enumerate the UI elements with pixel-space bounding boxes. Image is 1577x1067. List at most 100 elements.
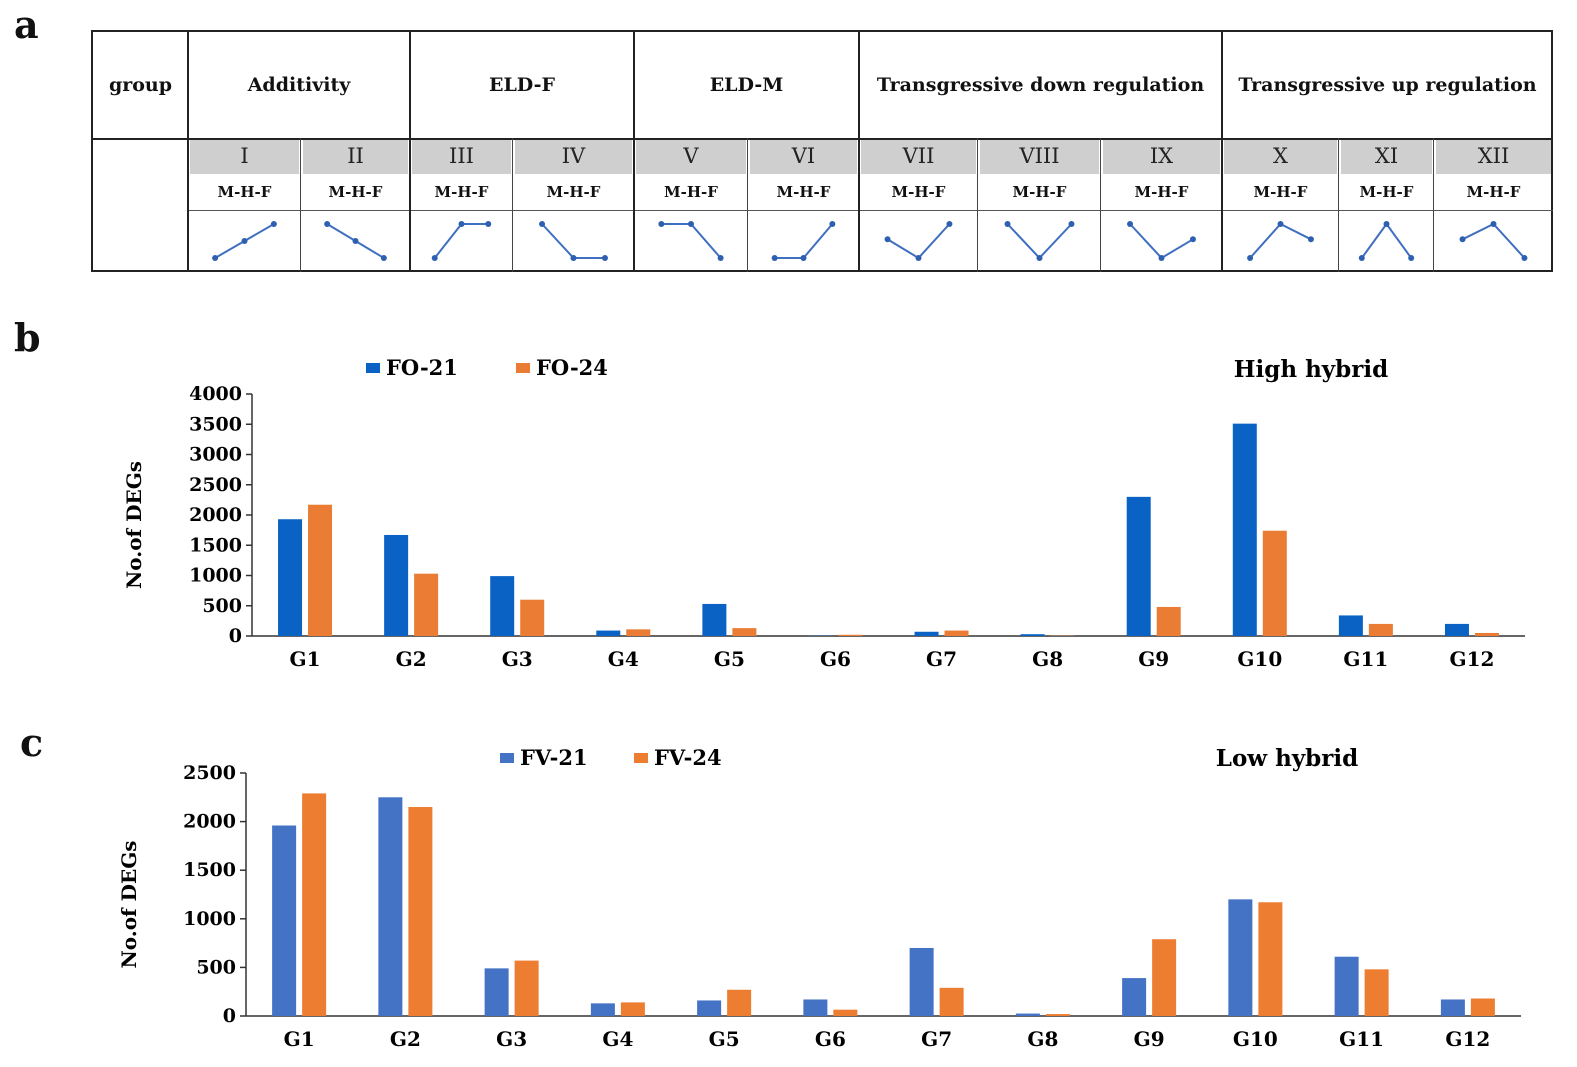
legend-swatch — [500, 753, 514, 763]
x-tick-label: G3 — [496, 1027, 527, 1051]
x-tick-label: G6 — [820, 647, 851, 671]
bar-fo-21-g1 — [278, 519, 303, 636]
x-tick-label: G11 — [1339, 1027, 1384, 1051]
bar-fo-21-g4 — [596, 630, 621, 636]
pattern-point — [324, 221, 331, 227]
class-header-cell — [980, 140, 1099, 174]
group-header-3: ELD-M — [709, 74, 784, 96]
x-tick-label: G10 — [1237, 647, 1282, 671]
x-tick-label: G8 — [1032, 647, 1063, 671]
x-tick-label: G5 — [714, 647, 745, 671]
x-tick-label: G11 — [1343, 647, 1388, 671]
group-header-2: ELD-F — [488, 74, 556, 96]
bar-fo-24-g6 — [838, 634, 863, 636]
class-order-label: M-H-F — [546, 183, 601, 201]
pattern-point — [1004, 221, 1011, 227]
class-header-cell — [750, 140, 857, 174]
class-header-cell — [303, 140, 408, 174]
bar-fv-21-g10 — [1228, 899, 1253, 1016]
class-numeral: III — [449, 144, 474, 168]
class-header-cell — [412, 140, 511, 174]
class-order-label: M-H-F — [891, 183, 946, 201]
class-order-label: M-H-F — [664, 183, 718, 201]
pattern-line — [433, 223, 489, 259]
class-pattern-icon — [1127, 221, 1196, 261]
pattern-line — [661, 223, 722, 259]
y-tick-label: 500 — [196, 956, 236, 978]
bar-fo-21-g3 — [490, 576, 515, 636]
bar-fo-21-g5 — [702, 603, 727, 636]
bar-fv-24-g3 — [514, 960, 539, 1016]
class-numeral: V — [683, 144, 699, 168]
x-tick-label: G12 — [1449, 647, 1494, 671]
y-tick-label: 0 — [229, 625, 242, 647]
class-numeral: XI — [1374, 144, 1399, 168]
pattern-point — [1408, 255, 1415, 261]
bar-fv-24-g1 — [302, 793, 327, 1016]
y-tick-label: 1500 — [189, 534, 242, 556]
bar-fv-21-g2 — [378, 797, 403, 1016]
bar-fo-21-g7 — [914, 631, 939, 636]
x-tick-label: G9 — [1138, 647, 1169, 671]
chart-title: Low hybrid — [1216, 745, 1358, 772]
legend-swatch — [516, 363, 530, 373]
class-numeral: XII — [1477, 144, 1510, 168]
bar-fo-21-g10 — [1232, 423, 1257, 636]
pattern-point — [1127, 221, 1134, 227]
x-tick-label: G2 — [396, 647, 427, 671]
bar-fv-21-g3 — [484, 968, 509, 1016]
pattern-point — [458, 221, 465, 227]
bar-fo-21-g9 — [1126, 496, 1151, 636]
legend-label: FO-24 — [536, 355, 608, 380]
pattern-point — [1277, 221, 1284, 227]
class-pattern-icon — [771, 221, 836, 261]
pattern-point — [1358, 255, 1365, 261]
class-pattern-icon — [1004, 221, 1075, 261]
class-pattern-icon — [884, 221, 953, 261]
pattern-point — [1189, 236, 1196, 243]
x-tick-label: G1 — [290, 647, 321, 671]
pattern-point — [1459, 236, 1466, 243]
x-tick-label: G1 — [284, 1027, 315, 1051]
legend-swatch — [634, 753, 648, 763]
bar-fv-21-g8 — [1015, 1013, 1040, 1016]
pattern-point — [1158, 255, 1165, 261]
bar-fv-21-g4 — [590, 1003, 615, 1016]
bar-fv-24-g11 — [1364, 969, 1389, 1016]
x-tick-label: G10 — [1233, 1027, 1278, 1051]
bar-fv-21-g1 — [272, 825, 297, 1016]
y-tick-label: 500 — [202, 595, 242, 617]
pattern-line — [1462, 222, 1526, 259]
pattern-point — [485, 221, 492, 227]
bar-fv-24-g10 — [1258, 902, 1283, 1016]
group-header: group — [108, 74, 173, 96]
pattern-point — [1036, 255, 1043, 261]
x-tick-label: G9 — [1134, 1027, 1165, 1051]
class-header-cell — [1103, 140, 1220, 174]
x-tick-label: G7 — [921, 1027, 952, 1051]
class-order-label: M-H-F — [328, 183, 383, 201]
x-tick-label: G4 — [608, 647, 639, 671]
pattern-point — [884, 236, 891, 243]
pattern-point — [1068, 221, 1075, 227]
legend-label: FV-21 — [520, 745, 588, 770]
y-tick-label: 1000 — [189, 565, 242, 587]
pattern-point — [1490, 221, 1497, 227]
x-tick-label: G3 — [502, 647, 533, 671]
pattern-point — [212, 255, 219, 261]
pattern-point — [829, 221, 836, 227]
pattern-point — [241, 238, 248, 244]
class-pattern-icon — [324, 221, 387, 261]
y-tick-label: 3000 — [189, 444, 242, 466]
x-tick-label: G8 — [1027, 1027, 1058, 1051]
pattern-line — [774, 223, 834, 259]
class-pattern-icon — [658, 221, 724, 261]
x-tick-label: G5 — [709, 1027, 740, 1051]
bar-fo-24-g10 — [1262, 530, 1287, 636]
low-hybrid-bar-chart: 0 500 1000 1500 2000 2500 No.of DEGs G1 G2 G3 G4 G5… — [117, 745, 1521, 1051]
y-tick-label: 2000 — [189, 504, 242, 526]
class-numeral: II — [347, 144, 364, 168]
class-pattern-icon — [1247, 221, 1314, 261]
x-tick-label: G2 — [390, 1027, 421, 1051]
class-pattern-icon — [431, 221, 492, 261]
